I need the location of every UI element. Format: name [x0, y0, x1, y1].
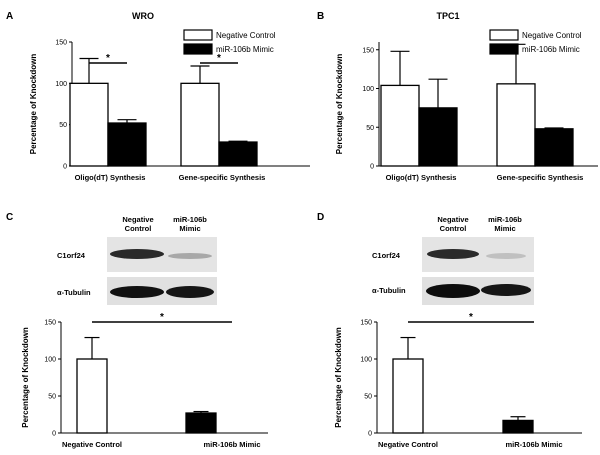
blot-d-header-mimic-1: miR-106b	[488, 215, 522, 224]
chart-a-bar-negative-1	[69, 82, 109, 167]
chart-c-category-label: Negative Control	[62, 440, 122, 449]
chart-b-ytick-label: 50	[366, 125, 374, 132]
chart-b-category-label: Gene-specific Synthesis	[497, 173, 584, 182]
chart-c: 0 50 100 150 Percentage of Knockdown Negative…	[21, 312, 268, 449]
panel-a-letter: A	[6, 11, 13, 22]
chart-b: 0 50 100 150 Percentage of Knockdown Oligo(dT…	[335, 42, 598, 182]
chart-c-ytick-label: 150	[44, 320, 56, 327]
chart-d: 0 50 100 150 Percentage of Knockdown Negative…	[334, 312, 582, 449]
chart-a-ytick-label: 50	[59, 122, 67, 129]
blot-c-band-c1orf24-mimic	[168, 253, 212, 259]
chart-b-ytick-label: 150	[362, 47, 374, 54]
blot-d-header-negative-1: Negative	[437, 215, 468, 224]
chart-c-bar-mimic	[185, 412, 217, 434]
panel-d-letter: D	[317, 212, 324, 223]
blot-c-band-tubulin-negative	[110, 286, 164, 298]
chart-a-significance-star: *	[106, 53, 110, 64]
legend-a-label-negative: Negative Control	[216, 31, 276, 40]
blot-d-band-tubulin-mimic	[481, 284, 531, 296]
blot-d-band-c1orf24-mimic	[486, 253, 526, 259]
chart-d-category-label: Negative Control	[378, 440, 438, 449]
chart-c-significance-star: *	[160, 312, 164, 323]
chart-c-ytick-label: 100	[44, 357, 56, 364]
chart-a: 0 50 100 150 Percentage of Knockdown Oligo(dT…	[29, 40, 310, 182]
legend-b-swatch-mimic	[489, 43, 519, 55]
legend-a-swatch-mimic	[183, 43, 213, 55]
chart-d-bar-mimic	[502, 419, 534, 434]
panel-b-letter: B	[317, 11, 324, 22]
panel-c-letter: C	[6, 212, 13, 223]
plots: 0 50 100 150 Percentage of Knockdown Oligo(dT…	[21, 40, 598, 449]
chart-b-bar-negative-1	[380, 84, 420, 167]
blot-d-band-tubulin-negative	[426, 284, 480, 298]
blot-c-band-c1orf24-negative	[110, 249, 164, 259]
chart-a-ytick-label: 0	[63, 164, 67, 171]
blot-c-header-negative-1: Negative	[122, 215, 153, 224]
panel-a-title: WRO	[132, 11, 154, 21]
blot-d-row1-label: C1orf24	[372, 251, 401, 260]
chart-b-ytick-label: 0	[370, 164, 374, 171]
blot-c: Negative Control miR-106b Mimic C1orf24 …	[57, 215, 217, 305]
chart-a-bar-negative-2	[180, 82, 220, 167]
chart-a-significance-star: *	[217, 53, 221, 64]
chart-a-ytick-label: 100	[55, 81, 67, 88]
blot-c-header-mimic-2: Mimic	[179, 224, 200, 233]
chart-d-ytick-label: 150	[360, 320, 372, 327]
chart-a-bar-mimic-1	[107, 122, 147, 167]
chart-d-ytick-label: 0	[368, 431, 372, 438]
panel-b-title: TPC1	[436, 11, 459, 21]
chart-c-bar-negative	[76, 358, 108, 434]
chart-a-category-label: Gene-specific Synthesis	[179, 173, 266, 182]
chart-d-ytick-label: 100	[360, 357, 372, 364]
legend-a-label-mimic: miR-106b Mimic	[216, 45, 274, 54]
chart-b-bar-mimic-2	[534, 128, 574, 167]
chart-b-bar-mimic-1	[418, 107, 458, 167]
chart-c-ytick-label: 50	[48, 394, 56, 401]
chart-b-bar-negative-2	[496, 83, 536, 167]
chart-a-ylabel: Percentage of Knockdown	[29, 54, 38, 155]
chart-a-bar-mimic-2	[218, 141, 258, 167]
chart-c-category-label: miR-106b Mimic	[203, 440, 260, 449]
chart-d-bar-negative	[392, 358, 424, 434]
legend-b: Negative Control miR-106b Mimic	[489, 29, 582, 55]
legend-a: Negative Control miR-106b Mimic	[183, 29, 276, 55]
blot-d-header-mimic-2: Mimic	[494, 224, 515, 233]
chart-d-ytick-label: 50	[364, 394, 372, 401]
blot-c-row1-label: C1orf24	[57, 251, 86, 260]
chart-a-category-label: Oligo(dT) Synthesis	[75, 173, 146, 182]
chart-b-ylabel: Percentage of Knockdown	[335, 54, 344, 155]
chart-b-ytick-label: 100	[362, 86, 374, 93]
chart-d-significance-star: *	[469, 312, 473, 323]
blot-c-header-negative-2: Control	[125, 224, 152, 233]
blot-d-header-negative-2: Control	[440, 224, 467, 233]
chart-d-ylabel: Percentage of Knockdown	[334, 327, 343, 428]
legend-b-label-negative: Negative Control	[522, 31, 582, 40]
blot-c-header-mimic-1: miR-106b	[173, 215, 207, 224]
legend-b-label-mimic: miR-106b Mimic	[522, 45, 580, 54]
blot-d: Negative Control miR-106b Mimic C1orf24 …	[372, 215, 534, 305]
blot-d-row2-label: α-Tubulin	[372, 286, 406, 295]
chart-a-ytick-label: 150	[55, 40, 67, 47]
chart-d-category-label: miR-106b Mimic	[505, 440, 562, 449]
legend-b-swatch-negative	[489, 29, 519, 41]
chart-c-ylabel: Percentage of Knockdown	[21, 327, 30, 428]
blot-d-band-c1orf24-negative	[427, 249, 479, 259]
legend-a-swatch-negative	[183, 29, 213, 41]
blot-c-row2-label: α-Tubulin	[57, 288, 91, 297]
blot-c-band-tubulin-mimic	[166, 286, 214, 298]
chart-c-ytick-label: 0	[52, 431, 56, 438]
chart-b-category-label: Oligo(dT) Synthesis	[386, 173, 457, 182]
